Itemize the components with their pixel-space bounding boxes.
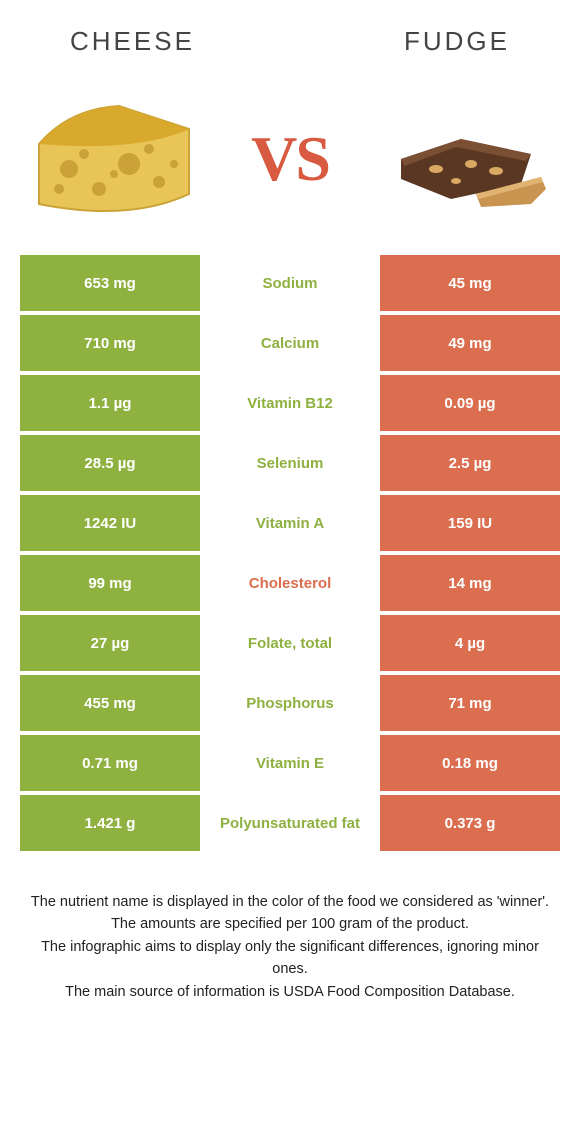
footer-line-2: The amounts are specified per 100 gram o… <box>28 913 552 935</box>
value-left: 1.1 µg <box>20 375 200 431</box>
value-left: 27 µg <box>20 615 200 671</box>
nutrient-name: Polyunsaturated fat <box>200 795 380 851</box>
vs-label: VS <box>251 122 329 196</box>
table-row: 653 mgSodium45 mg <box>20 255 560 311</box>
table-row: 27 µgFolate, total4 µg <box>20 615 560 671</box>
value-right: 0.18 mg <box>380 735 560 791</box>
footer-line-4: The main source of information is USDA F… <box>28 981 552 1003</box>
nutrient-table: 653 mgSodium45 mg710 mgCalcium49 mg1.1 µ… <box>0 255 580 851</box>
value-right: 71 mg <box>380 675 560 731</box>
footer-line-1: The nutrient name is displayed in the co… <box>28 891 552 913</box>
nutrient-name: Cholesterol <box>200 555 380 611</box>
fudge-image <box>376 89 556 229</box>
nutrient-name: Selenium <box>200 435 380 491</box>
value-left: 710 mg <box>20 315 200 371</box>
value-left: 0.71 mg <box>20 735 200 791</box>
table-row: 455 mgPhosphorus71 mg <box>20 675 560 731</box>
footer-line-3: The infographic aims to display only the… <box>28 936 552 981</box>
nutrient-name: Vitamin B12 <box>200 375 380 431</box>
value-left: 653 mg <box>20 255 200 311</box>
table-row: 1242 IUVitamin A159 IU <box>20 495 560 551</box>
nutrient-name: Phosphorus <box>200 675 380 731</box>
cheese-image <box>24 89 204 229</box>
nutrient-name: Vitamin E <box>200 735 380 791</box>
value-right: 0.373 g <box>380 795 560 851</box>
value-right: 14 mg <box>380 555 560 611</box>
table-row: 1.1 µgVitamin B120.09 µg <box>20 375 560 431</box>
value-left: 1.421 g <box>20 795 200 851</box>
nutrient-name: Sodium <box>200 255 380 311</box>
table-row: 710 mgCalcium49 mg <box>20 315 560 371</box>
table-row: 28.5 µgSelenium2.5 µg <box>20 435 560 491</box>
nutrient-name: Vitamin A <box>200 495 380 551</box>
table-row: 1.421 gPolyunsaturated fat0.373 g <box>20 795 560 851</box>
nutrient-name: Calcium <box>200 315 380 371</box>
value-right: 2.5 µg <box>380 435 560 491</box>
value-right: 4 µg <box>380 615 560 671</box>
title-right: Fudge <box>404 26 510 57</box>
table-row: 99 mgCholesterol14 mg <box>20 555 560 611</box>
table-row: 0.71 mgVitamin E0.18 mg <box>20 735 560 791</box>
footer-notes: The nutrient name is displayed in the co… <box>0 855 580 1003</box>
title-left: Cheese <box>70 26 195 57</box>
value-left: 99 mg <box>20 555 200 611</box>
value-right: 49 mg <box>380 315 560 371</box>
nutrient-name: Folate, total <box>200 615 380 671</box>
value-right: 0.09 µg <box>380 375 560 431</box>
value-right: 159 IU <box>380 495 560 551</box>
hero-row: VS <box>0 71 580 255</box>
header: Cheese Fudge <box>0 0 580 71</box>
value-left: 28.5 µg <box>20 435 200 491</box>
value-left: 455 mg <box>20 675 200 731</box>
value-right: 45 mg <box>380 255 560 311</box>
value-left: 1242 IU <box>20 495 200 551</box>
